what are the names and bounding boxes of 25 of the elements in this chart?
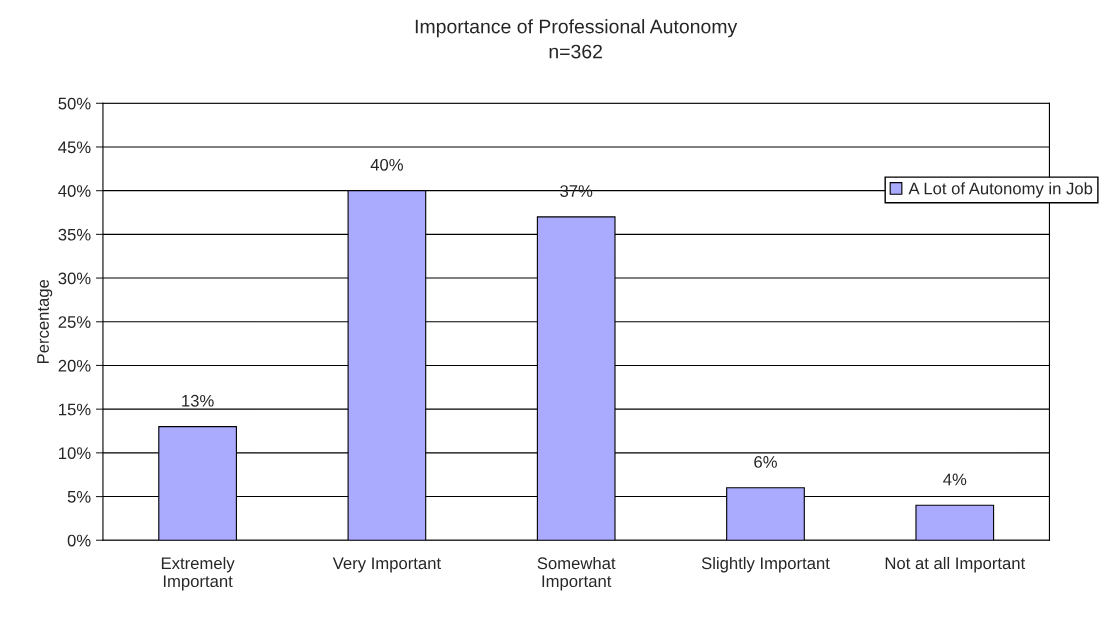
bar [915, 504, 995, 541]
legend-label: A Lot of Autonomy in Job [908, 182, 1093, 198]
y-tick-label: 15% [59, 403, 91, 416]
y-axis-title: Percentage [37, 279, 53, 364]
data-label: 40% [370, 158, 403, 171]
y-tick-label: 30% [58, 272, 91, 285]
y-tick-label: 35% [58, 228, 91, 241]
data-label: 4% [943, 473, 967, 486]
y-tick-label: 10% [59, 447, 91, 460]
x-tick-label: Extremely Important [161, 556, 235, 591]
x-tick-label: Very Important [332, 557, 441, 573]
data-label: 6% [754, 456, 777, 468]
data-label: 13% [182, 394, 214, 407]
y-tick-label: 40% [58, 185, 91, 197]
x-tick-label: Slightly Important [701, 556, 830, 573]
y-tick-label: 5% [67, 491, 91, 503]
y-tick-label: 0% [67, 534, 91, 547]
chart-subtitle: n=362 [549, 44, 602, 59]
x-tick-label: Not at all Important [885, 556, 1026, 573]
y-tick-label: 20% [58, 359, 91, 372]
x-tick-label: Somewhat Important [537, 556, 616, 591]
chart-title: Importance of Professional Autonomy [415, 19, 738, 38]
y-tick-label: 50% [58, 97, 91, 110]
y-tick-label: 45% [58, 141, 91, 154]
y-tick-label: 25% [58, 316, 91, 328]
